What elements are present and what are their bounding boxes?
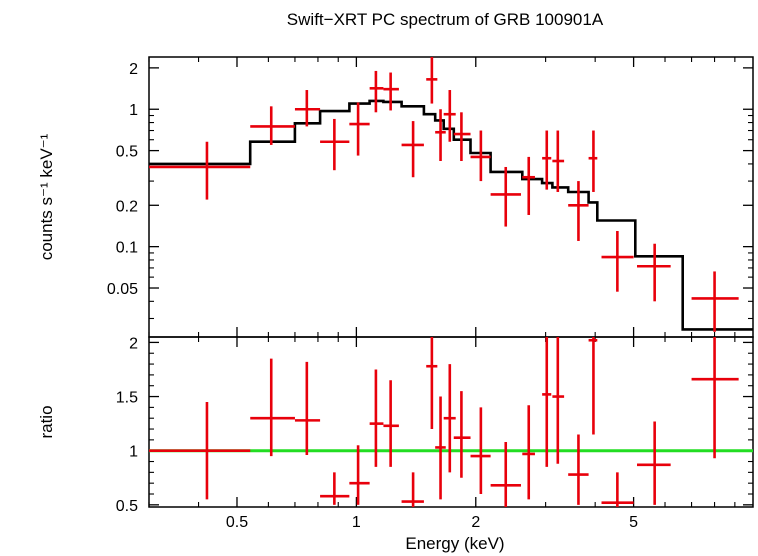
data-point [637,243,671,302]
data-point [426,57,438,104]
data-point [470,130,491,182]
data-point [250,358,295,457]
data-point [383,72,399,111]
y-tick-label: 0.2 [116,198,138,215]
spectrum-axis-ticks: 0.05 0.1 0.2 0.5 1 2 [107,57,753,337]
y-tick-label: 0.1 [116,240,138,257]
x-axis-label: Energy (keV) [405,534,504,553]
spectrum-y-axis-label: counts s⁻¹ keV⁻¹ [37,133,56,260]
spectrum-panel: 0.05 0.1 0.2 0.5 1 2 counts s⁻¹ keV⁻¹ [37,56,754,338]
ratio-axis-ticks: 0.5 1 2 5 0.5 1 1.5 2 [116,335,753,531]
data-point [637,421,671,505]
data-point [149,141,251,200]
y-tick-label: 0.5 [116,498,138,515]
x-tick-label: 2 [471,514,480,531]
data-point [294,361,321,456]
data-point [250,106,295,145]
data-point [522,156,535,215]
data-point [552,337,565,464]
data-point [349,445,370,505]
data-point [435,396,446,500]
data-point [490,442,521,507]
data-point [568,181,589,241]
data-point [369,369,384,467]
data-point [149,401,251,500]
ratio-panel-frame [148,336,754,508]
y-tick-label: 1 [129,444,138,461]
data-point [470,407,491,495]
data-point [453,391,471,478]
y-tick-label: 0.5 [116,144,138,161]
data-point [443,364,456,473]
data-point [320,118,350,171]
data-point [691,337,739,459]
data-point [383,380,399,467]
y-tick-label: 2 [129,61,138,78]
data-point [568,434,589,505]
ratio-panel: 0.5 1 2 5 0.5 1 1.5 2 ratio [37,335,754,531]
data-point [435,109,446,162]
data-point [588,337,598,435]
data-point [320,472,350,505]
data-point [453,112,471,162]
ratio-y-axis-label: ratio [37,405,56,438]
y-tick-label: 1 [129,102,138,119]
x-tick-label: 5 [629,514,638,531]
ratio-data-points [149,337,739,507]
data-point [522,405,535,500]
data-point [401,472,424,507]
data-point [369,70,384,113]
data-point [552,130,565,192]
x-tick-label: 1 [352,514,361,531]
y-tick-label: 0.05 [107,281,138,298]
data-point [443,90,456,142]
data-point [542,337,552,467]
x-tick-label: 0.5 [226,514,248,531]
data-point [601,472,634,507]
y-tick-label: 1.5 [116,390,138,407]
data-point [691,271,739,332]
data-point [426,337,438,430]
data-point [401,121,424,178]
data-point [588,130,598,192]
data-point [542,130,552,190]
data-point [490,166,521,227]
spectrum-data-points [149,57,739,332]
data-point [294,90,321,127]
chart-title: Swift−XRT PC spectrum of GRB 100901A [287,10,604,29]
data-point [349,102,370,156]
data-point [601,230,634,292]
y-tick-label: 2 [129,335,138,352]
